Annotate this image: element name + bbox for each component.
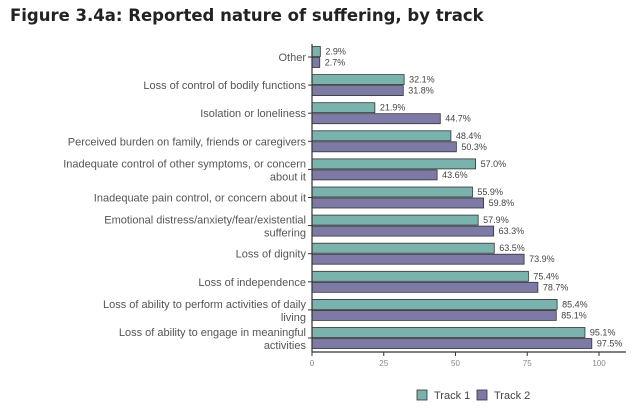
bar-track-1 [311,298,558,310]
data-label: 63.3% [499,226,525,236]
data-label: 50.3% [461,142,487,152]
bar-track-2 [311,253,525,265]
category-label: Emotional distress/anxiety/fear/existent… [104,215,306,227]
data-label: 21.9% [380,103,406,113]
bar-track-1 [311,242,495,254]
legend-swatch [476,389,488,401]
bar-track-2 [311,57,321,68]
category-label: living [281,312,306,324]
bar-track-1 [311,102,376,114]
category-label: Loss of ability to perform activities of… [103,299,306,311]
category-label: Inadequate pain control, or concern abou… [94,193,306,205]
data-label: 75.4% [533,271,559,281]
data-label: 57.9% [483,215,509,225]
bar-track-2 [311,169,438,181]
bar-track-1 [311,270,529,282]
bar-track-1 [311,158,476,170]
data-label: 31.8% [408,86,434,96]
data-label: 32.1% [409,75,435,85]
data-label: 43.6% [442,170,468,180]
bar-track-2 [311,113,441,125]
data-label: 55.9% [477,187,503,197]
data-label: 57.0% [481,159,507,169]
category-label: Perceived burden on family, friends or c… [68,136,307,148]
bar-track-1 [311,186,473,198]
category-label: activities [264,340,307,352]
bar-track-1 [311,46,321,57]
data-label: 78.7% [543,282,569,292]
bar-track-1 [311,214,479,226]
chart-title: Figure 3.4a: Reported nature of sufferin… [10,6,484,25]
data-label: 48.4% [456,131,482,141]
data-label: 59.8% [489,198,515,208]
category-label: Isolation or loneliness [200,108,306,120]
category-label: Other [278,52,306,64]
data-label: 85.1% [561,310,587,320]
legend-swatch [416,389,428,401]
bar-track-2 [311,85,404,96]
bar-track-1 [311,130,452,142]
category-label: Loss of dignity [236,249,307,261]
bar-track-2 [311,141,457,153]
data-label: 44.7% [445,114,471,124]
data-label: 97.5% [597,339,623,349]
bar-track-1 [311,327,586,338]
data-label: 2.9% [325,47,346,57]
x-tick-label: 75 [523,359,532,368]
data-label: 73.9% [529,254,555,264]
data-label: 95.1% [590,328,616,338]
data-label: 85.4% [562,299,588,309]
category-label: Loss of control of bodily functions [143,80,306,92]
x-tick-label: 25 [379,359,388,368]
bar-track-2 [311,225,495,237]
category-label: Loss of ability to engage in meaningful [119,327,306,339]
bar-track-1 [311,74,405,85]
category-label: about it [270,171,306,183]
x-tick-label: 0 [310,359,315,368]
bar-track-2 [311,197,485,209]
legend-label: Track 2 [494,390,530,402]
x-tick-label: 50 [451,359,460,368]
category-label: suffering [264,228,306,240]
bar-track-2 [311,338,593,349]
x-tick-label: 100 [592,359,606,368]
category-label: Loss of independence [198,277,306,289]
legend-label: Track 1 [434,390,470,402]
data-label: 63.5% [499,243,525,253]
data-label: 2.7% [325,58,346,68]
bar-track-2 [311,281,539,293]
bar-track-2 [311,309,557,321]
category-label: Inadequate control of other symptoms, or… [63,158,306,170]
